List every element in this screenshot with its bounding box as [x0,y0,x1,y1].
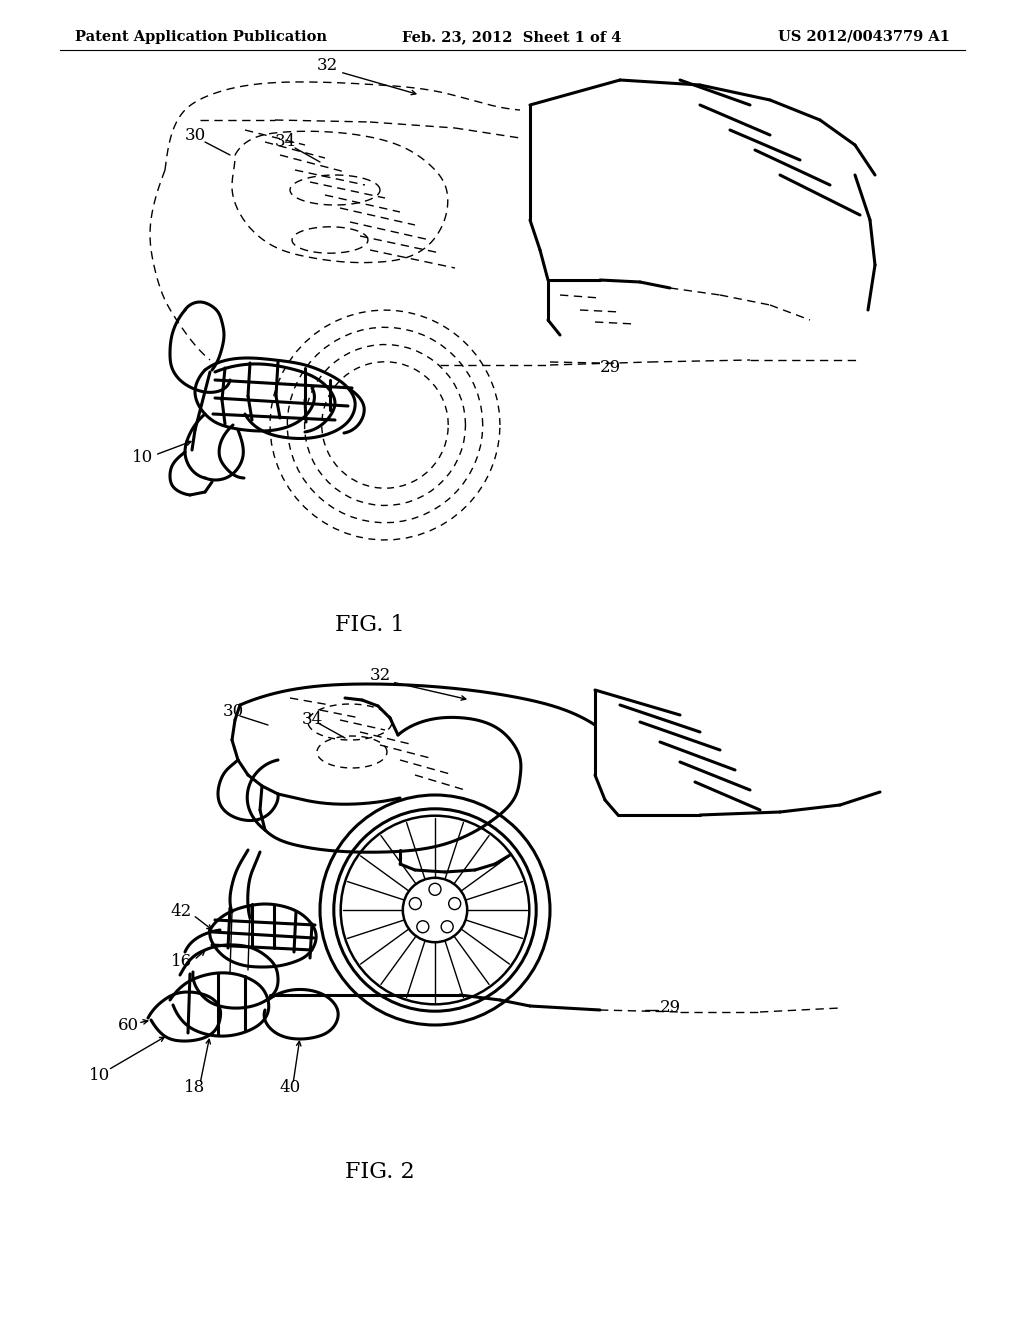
Text: 34: 34 [301,711,323,729]
Text: FIG. 1: FIG. 1 [335,614,404,636]
Text: 16: 16 [171,953,193,970]
Text: 60: 60 [118,1016,138,1034]
Text: 10: 10 [89,1067,111,1084]
Text: FIG. 2: FIG. 2 [345,1162,415,1183]
Circle shape [449,898,461,909]
Circle shape [417,921,429,933]
Circle shape [441,921,454,933]
Text: Patent Application Publication: Patent Application Publication [75,30,327,44]
Text: 42: 42 [171,903,193,920]
Text: Feb. 23, 2012  Sheet 1 of 4: Feb. 23, 2012 Sheet 1 of 4 [402,30,622,44]
Text: 32: 32 [370,667,390,684]
Text: US 2012/0043779 A1: US 2012/0043779 A1 [778,30,950,44]
Text: 32: 32 [316,57,338,74]
Text: 30: 30 [184,127,206,144]
Text: 29: 29 [660,999,681,1016]
Text: 30: 30 [222,704,244,721]
Circle shape [410,898,421,909]
Text: 34: 34 [274,133,296,150]
Text: 10: 10 [132,450,154,466]
Text: 18: 18 [184,1080,206,1097]
Text: 29: 29 [600,359,622,376]
Text: 40: 40 [280,1080,301,1097]
Circle shape [429,883,441,895]
